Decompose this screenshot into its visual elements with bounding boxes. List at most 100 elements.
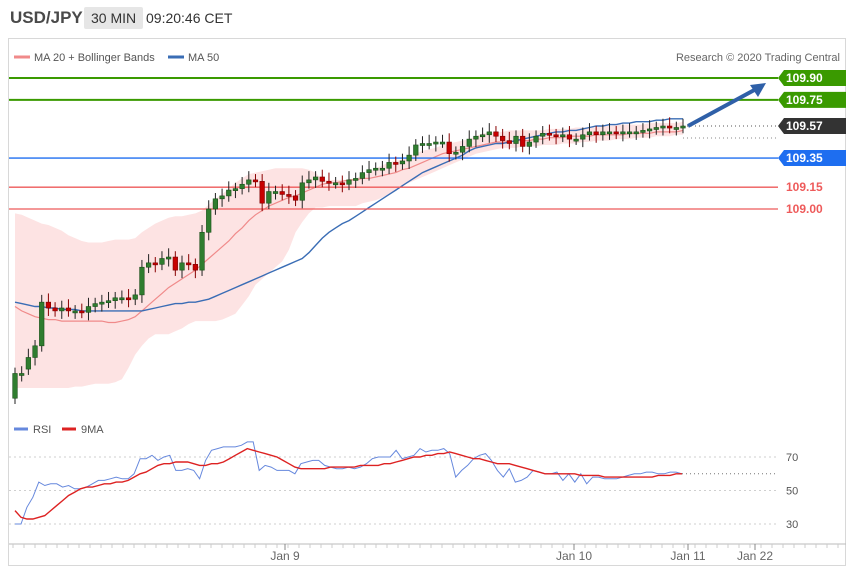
candle	[433, 136, 439, 152]
candle	[59, 300, 65, 319]
level-tag-109.75	[778, 91, 846, 108]
candle	[12, 367, 18, 405]
bollinger-bands	[14, 118, 684, 388]
candle	[506, 131, 512, 150]
legend-rsi-label: RSI	[33, 424, 51, 436]
candle	[640, 123, 646, 138]
candle	[540, 126, 546, 145]
level-tag-109.57	[778, 118, 846, 135]
rsi-panel: 30 50 70 Jan 9 Jan 10 Jan 11 Jan 22	[9, 441, 846, 563]
ma50-line	[14, 118, 683, 312]
candle	[92, 297, 98, 313]
candle	[459, 139, 466, 161]
candle	[299, 175, 305, 209]
candle	[159, 251, 165, 271]
candle	[326, 172, 332, 191]
candle	[252, 174, 259, 188]
candle	[359, 165, 365, 185]
legend-ma50-label: MA 50	[188, 52, 219, 64]
x-tick-label: Jan 11	[670, 549, 705, 563]
candle	[79, 303, 85, 319]
x-tick-label: Jan 22	[737, 549, 773, 563]
forecast-arrow-head	[750, 83, 766, 97]
candle	[479, 127, 486, 143]
candle	[473, 130, 479, 148]
candle	[132, 289, 138, 306]
candle	[466, 130, 472, 153]
candle	[580, 127, 586, 148]
candle	[179, 255, 185, 279]
price-levels	[9, 77, 778, 210]
candle	[226, 181, 232, 202]
candle	[72, 305, 78, 319]
candle	[606, 123, 613, 140]
candle	[166, 248, 172, 267]
chart-frame	[8, 38, 846, 566]
candle	[19, 366, 25, 382]
level-tag-109.35	[778, 150, 846, 167]
candle	[152, 257, 158, 273]
candle	[339, 175, 345, 193]
candle	[566, 126, 573, 148]
candle	[85, 297, 92, 321]
candle	[546, 124, 552, 141]
level-label-109.75: 109.75	[786, 93, 823, 107]
candles	[12, 117, 686, 405]
candle	[586, 123, 593, 141]
candle	[673, 121, 679, 136]
candle	[553, 128, 559, 145]
candle	[279, 184, 285, 201]
candle	[219, 188, 225, 207]
candle	[533, 130, 539, 148]
candle	[186, 254, 192, 271]
candle	[239, 176, 245, 195]
candle	[406, 146, 412, 169]
bollinger-band-fill	[15, 121, 683, 388]
candle	[439, 134, 446, 148]
candle	[413, 139, 419, 161]
candle	[139, 259, 145, 303]
candle	[212, 192, 219, 215]
candle	[119, 290, 125, 304]
candle	[292, 190, 299, 207]
candle	[312, 171, 319, 188]
candle	[520, 128, 526, 153]
candle	[32, 340, 38, 366]
candle	[513, 130, 519, 152]
x-tick-label: Jan 9	[270, 549, 300, 563]
candle	[667, 117, 673, 134]
candle	[680, 118, 686, 134]
candle	[613, 126, 619, 140]
candle	[593, 126, 599, 143]
level-labels: 109.90 109.75 109.57 109.35 109.15 109.00	[778, 70, 846, 216]
candle	[99, 294, 105, 312]
candle	[199, 225, 205, 276]
rsi-series-9MA	[14, 447, 682, 520]
candle	[25, 348, 31, 375]
candle	[379, 160, 386, 177]
candle	[486, 123, 492, 143]
candle	[633, 126, 639, 140]
candle	[346, 171, 352, 191]
candle	[500, 128, 506, 149]
candle	[272, 185, 279, 200]
candle	[52, 302, 58, 317]
candle	[39, 294, 45, 352]
candle	[386, 153, 392, 175]
rsi-tick-50: 50	[786, 486, 798, 498]
rsi-tick-30: 30	[786, 519, 798, 531]
level-label-109.00: 109.00	[786, 202, 823, 216]
level-label-109.90: 109.90	[786, 71, 823, 85]
candle	[653, 121, 659, 135]
candle	[453, 146, 459, 160]
candle	[333, 176, 339, 189]
candle	[105, 291, 112, 308]
forecast-arrow	[687, 83, 766, 128]
candle	[192, 258, 198, 279]
candle	[399, 153, 406, 170]
timeframe-badge[interactable]: 30 MIN	[84, 7, 144, 29]
candle	[319, 169, 325, 188]
candle	[646, 120, 653, 139]
candle	[426, 134, 432, 150]
